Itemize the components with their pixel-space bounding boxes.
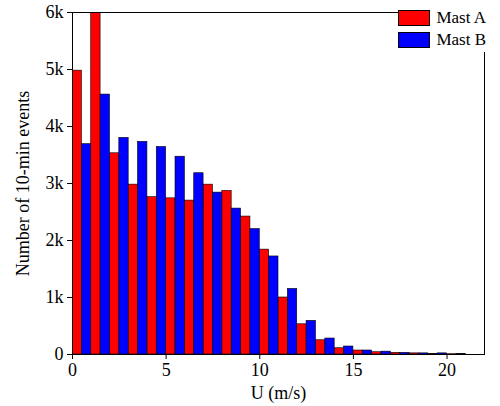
html-text:Mast A: Mast A [436, 8, 486, 27]
svg-text:10: 10 [251, 360, 269, 380]
svg-text:4k: 4k [46, 116, 64, 136]
svg-text:5: 5 [162, 360, 171, 380]
svg-text:15: 15 [344, 360, 362, 380]
svg-text:2k: 2k [46, 230, 64, 250]
svg-text:5k: 5k [46, 59, 64, 79]
svg-text:U (m/s): U (m/s) [251, 383, 307, 404]
svg-text:1k: 1k [46, 287, 64, 307]
svg-text:Number of 10-min events: Number of 10-min events [13, 91, 33, 276]
svg-text:0: 0 [55, 344, 64, 364]
svg-text:0: 0 [68, 360, 77, 380]
svg-text:3k: 3k [46, 173, 64, 193]
svg-text:6k: 6k [46, 2, 64, 22]
svg-text:20: 20 [438, 360, 456, 380]
html-text:Mast B: Mast B [436, 30, 486, 49]
